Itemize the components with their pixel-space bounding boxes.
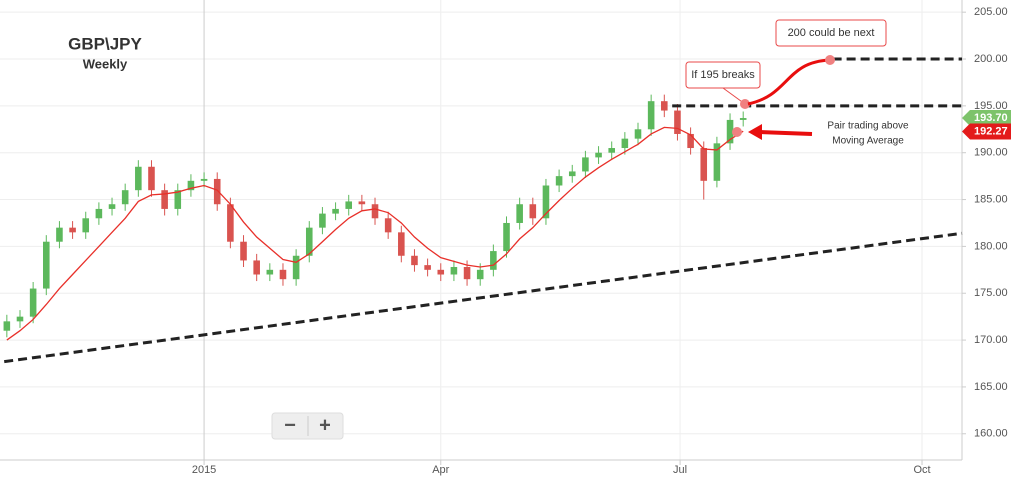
candle-body <box>253 260 260 275</box>
x-tick-label: Apr <box>432 464 449 476</box>
callout-text: 200 could be next <box>788 27 875 39</box>
candle-body <box>121 190 129 205</box>
candle-body <box>227 204 234 242</box>
candle-body <box>582 157 589 172</box>
arrow <box>759 130 813 136</box>
y-tick-label: 195.00 <box>974 100 1008 112</box>
candle-body <box>411 255 418 266</box>
candle-body <box>240 241 247 261</box>
candle-body <box>424 265 431 270</box>
arrow <box>747 58 831 106</box>
candle-body <box>634 129 642 139</box>
plot-area <box>3 57 963 364</box>
zoom-controls: − + <box>271 412 344 440</box>
candle-body <box>595 152 602 158</box>
callout-text: Pair trading above <box>827 121 909 132</box>
candle-body <box>700 148 708 181</box>
candle-body <box>213 178 221 205</box>
y-tick-label: 160.00 <box>974 428 1008 440</box>
candle-body <box>292 255 300 280</box>
candle-body <box>135 166 142 191</box>
candle-body <box>16 316 24 322</box>
y-tick-label: 180.00 <box>974 240 1008 252</box>
candle-body <box>437 269 445 275</box>
candle-body <box>95 208 103 219</box>
candle-body <box>739 118 747 120</box>
callout-text: Moving Average <box>832 136 904 147</box>
x-tick-label: Oct <box>913 464 930 476</box>
price-badge <box>962 110 1011 127</box>
candle-body <box>384 218 392 233</box>
candle-body <box>69 227 76 233</box>
candle-body <box>56 227 63 242</box>
candle-body <box>82 218 90 233</box>
candle-body <box>661 101 668 111</box>
candle-body <box>29 288 37 317</box>
candle-body <box>726 119 734 144</box>
callout-box <box>775 19 887 47</box>
candle-body <box>463 267 471 280</box>
chart-title: GBP\JPY <box>68 34 142 53</box>
callout: 200 could be next <box>747 19 887 106</box>
candle-body <box>713 143 721 181</box>
y-tick-label: 175.00 <box>974 287 1008 299</box>
price-label: 193.70 <box>974 112 1008 124</box>
arrow-head <box>748 124 762 140</box>
y-tick-label: 190.00 <box>974 147 1008 159</box>
candle-body <box>187 180 195 191</box>
candle-body <box>608 148 615 153</box>
candle-body <box>319 213 326 228</box>
candle-body <box>305 227 313 256</box>
y-tick-label: 185.00 <box>974 193 1008 205</box>
callout: If 195 breaks <box>685 61 761 109</box>
candle-body <box>687 133 694 149</box>
candle-body <box>490 251 497 270</box>
candle-body <box>555 176 563 186</box>
zoom-in-button[interactable]: + <box>319 414 331 436</box>
candle-body <box>516 204 523 223</box>
x-tick-label: Jul <box>673 464 687 476</box>
moving-average-line <box>6 126 744 341</box>
candle-body <box>358 201 366 205</box>
candle-body <box>108 204 116 209</box>
candle-body <box>345 201 353 209</box>
candle-body <box>161 190 168 209</box>
y-tick-label: 165.00 <box>974 381 1008 393</box>
y-tick-label: 170.00 <box>974 334 1008 346</box>
callout: Pair trading above Moving Average <box>732 121 909 147</box>
callout-dot <box>732 127 742 137</box>
grid <box>0 0 966 465</box>
candle-body <box>174 190 182 209</box>
candle-body <box>279 269 287 280</box>
candle-body <box>3 321 11 331</box>
zoom-out-button[interactable]: − <box>284 414 296 436</box>
callout-text: If 195 breaks <box>691 69 755 81</box>
candle-body <box>647 101 655 130</box>
x-tick-label: 2015 <box>192 464 216 476</box>
price-badge <box>962 123 1011 140</box>
candle-body <box>542 185 550 219</box>
price-label: 192.27 <box>974 125 1008 137</box>
candle-body <box>503 222 510 252</box>
candle-body <box>398 232 405 256</box>
candle-body <box>529 204 537 219</box>
y-tick-label: 205.00 <box>974 6 1008 18</box>
candle-body <box>200 178 208 181</box>
candle-body <box>568 171 576 177</box>
candle-body <box>371 204 379 219</box>
callout-dot <box>740 99 750 109</box>
candle-body <box>621 138 629 149</box>
y-tick-label: 200.00 <box>974 53 1008 65</box>
candle-body <box>148 166 155 191</box>
candle-body <box>332 208 339 214</box>
candle-body <box>476 269 484 280</box>
candle-body <box>42 241 50 289</box>
candle-body <box>266 269 274 275</box>
callout-dot <box>825 55 835 65</box>
chart-subtitle: Weekly <box>83 56 128 71</box>
dashed-line <box>4 231 963 364</box>
candle-body <box>450 267 458 275</box>
candle-body <box>674 110 681 134</box>
